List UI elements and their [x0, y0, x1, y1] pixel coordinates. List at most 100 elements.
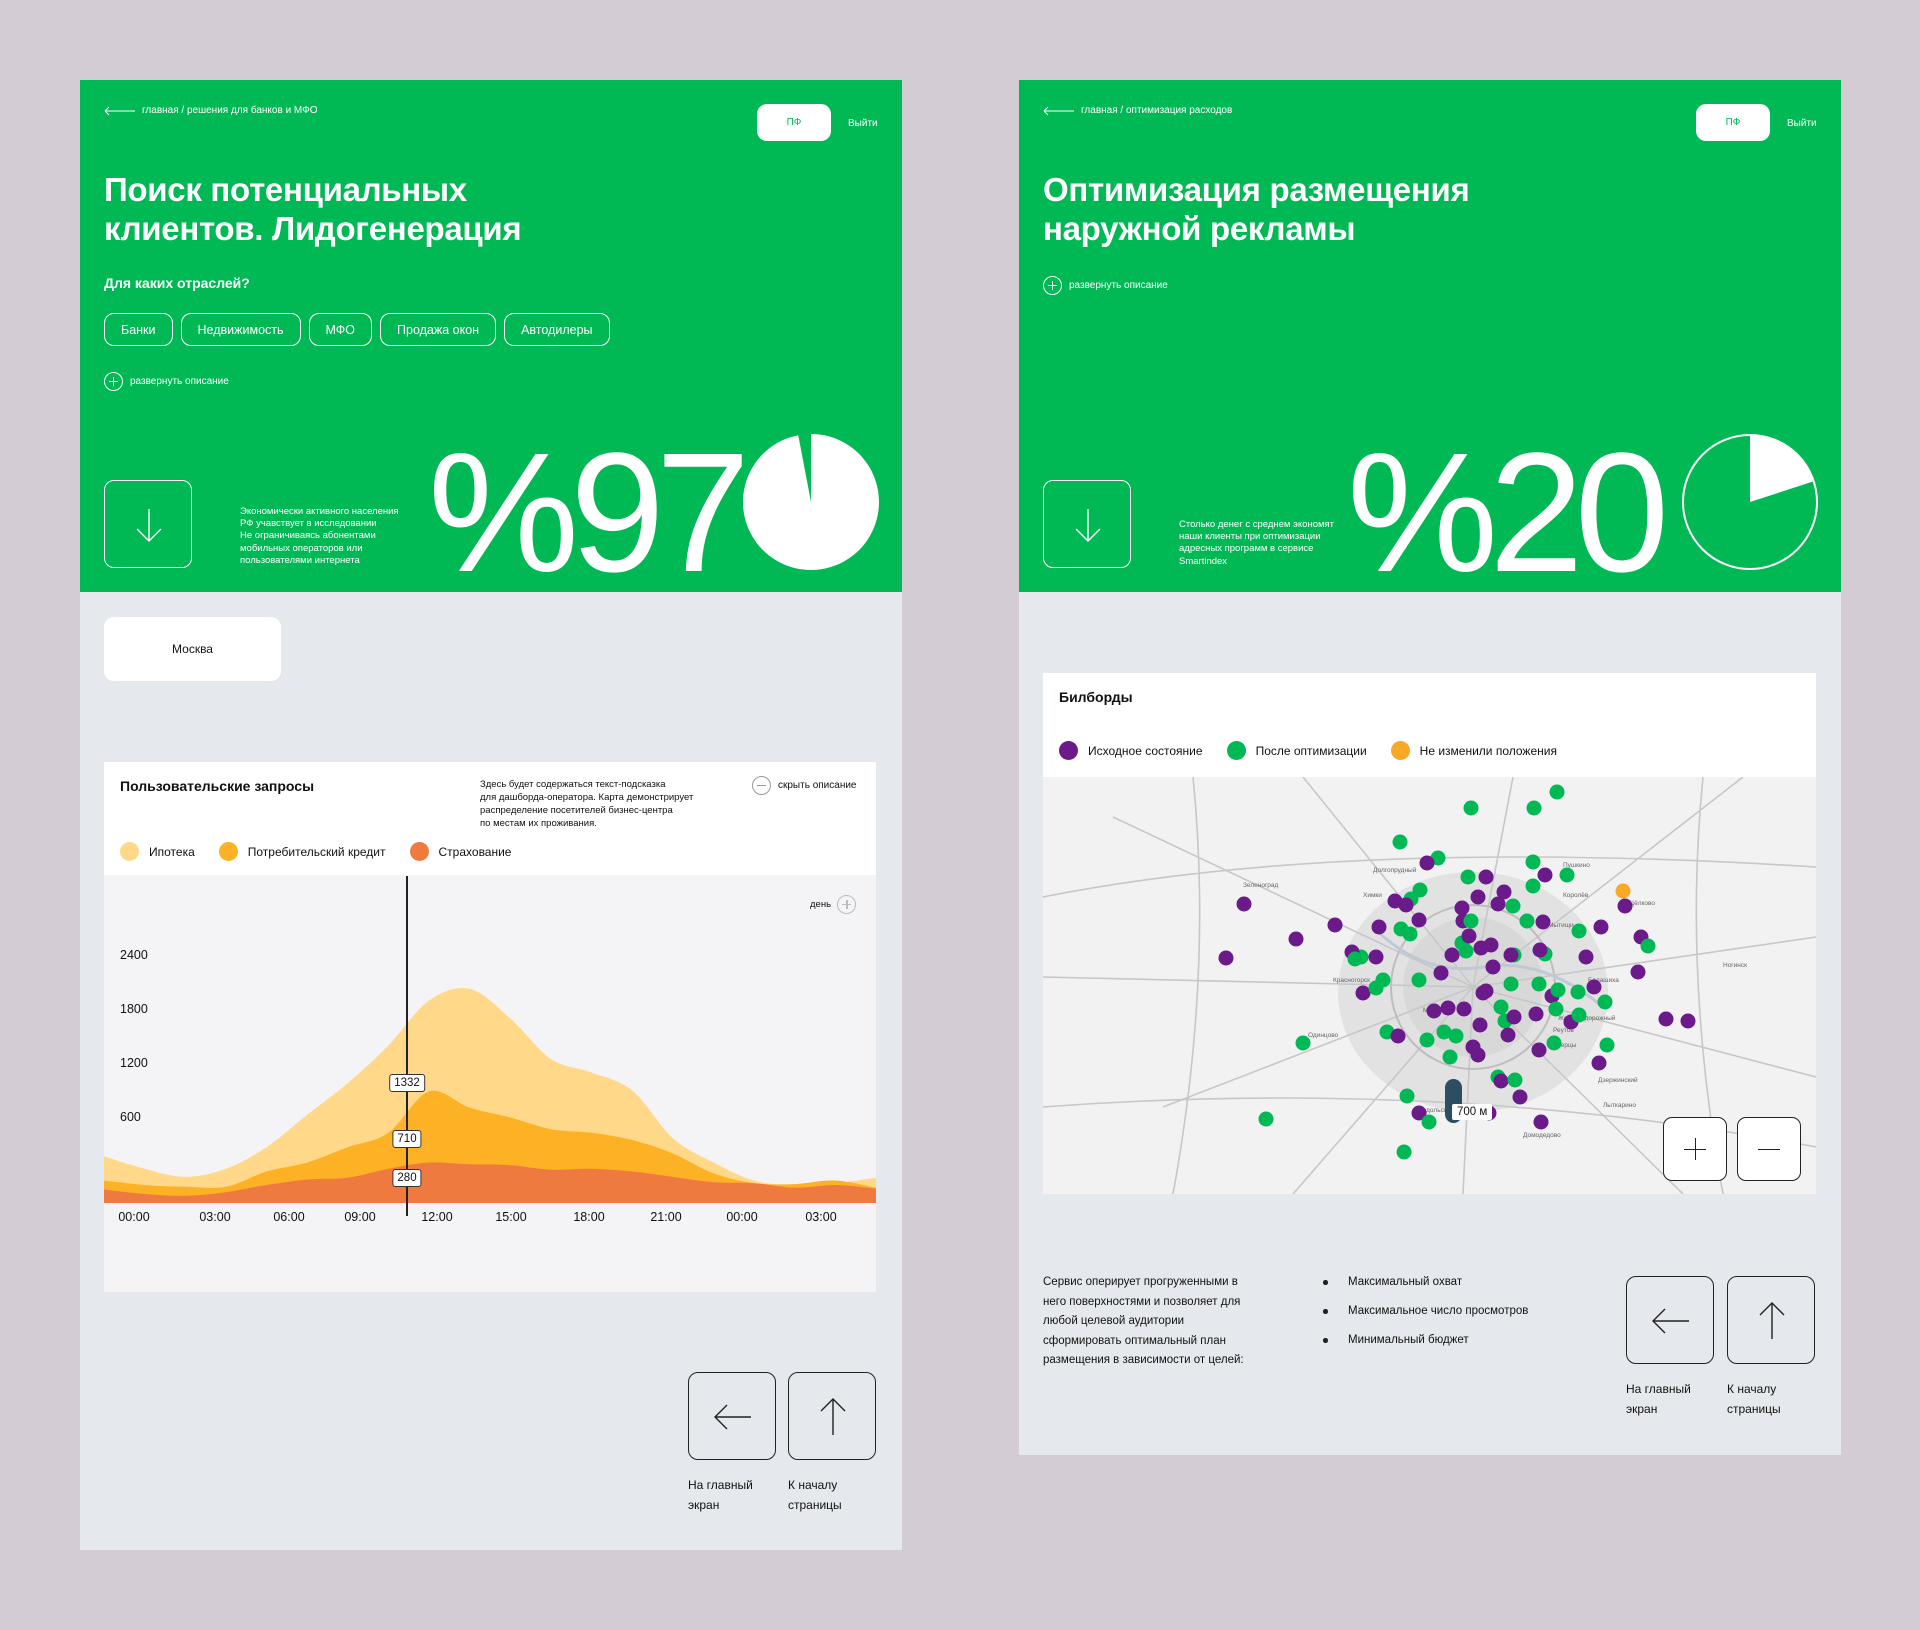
billboard-marker[interactable] [1525, 854, 1541, 870]
billboard-marker[interactable] [1396, 1144, 1412, 1160]
breadcrumb-text[interactable]: главная / оптимизация расходов [1081, 105, 1233, 116]
hide-description-button[interactable]: скрыть описание [752, 776, 857, 795]
billboard-marker[interactable] [1421, 1114, 1437, 1130]
billboard-marker[interactable] [1402, 926, 1418, 942]
billboard-marker[interactable] [1472, 1017, 1488, 1033]
billboard-marker[interactable] [1640, 938, 1656, 954]
legend-item[interactable]: Потребительский кредит [218, 842, 386, 861]
billboard-marker[interactable] [1411, 912, 1427, 928]
billboard-marker[interactable] [1392, 834, 1408, 850]
billboard-marker[interactable] [1483, 937, 1499, 953]
legend-item[interactable]: Исходное состояние [1059, 741, 1203, 760]
logout-link[interactable]: Выйти [1787, 118, 1817, 129]
billboard-marker[interactable] [1559, 867, 1575, 883]
billboard-marker[interactable] [1371, 919, 1387, 935]
billboard-marker[interactable] [1419, 855, 1435, 871]
billboard-marker[interactable] [1507, 1072, 1523, 1088]
billboard-marker[interactable] [1412, 882, 1428, 898]
billboard-marker[interactable] [1460, 869, 1476, 885]
billboard-marker[interactable] [1327, 917, 1343, 933]
tag-banks[interactable]: Банки [104, 313, 173, 346]
billboard-marker[interactable] [1288, 931, 1304, 947]
area-series-2[interactable] [104, 1090, 876, 1203]
billboard-marker[interactable] [1493, 1073, 1509, 1089]
billboard-marker[interactable] [1433, 965, 1449, 981]
billboard-marker[interactable] [1658, 1011, 1674, 1027]
billboard-marker[interactable] [1571, 923, 1587, 939]
billboard-marker[interactable] [1505, 898, 1521, 914]
billboard-marker[interactable] [1570, 984, 1586, 1000]
area-chart[interactable] [104, 762, 876, 1292]
billboard-marker[interactable] [1448, 1028, 1464, 1044]
billboard-marker[interactable] [1525, 878, 1541, 894]
billboard-marker[interactable] [1465, 1039, 1481, 1055]
billboard-marker[interactable] [1586, 979, 1602, 995]
billboards-map[interactable]: МоскваХимкиМытищиКоролёвБалашихаРеутовЛю… [1043, 777, 1816, 1194]
billboard-marker[interactable] [1355, 985, 1371, 1001]
billboard-marker[interactable] [1454, 900, 1470, 916]
tag-windows[interactable]: Продажа окон [380, 313, 497, 346]
billboard-marker[interactable] [1599, 1037, 1615, 1053]
home-button[interactable] [688, 1372, 776, 1460]
billboard-marker[interactable] [1506, 1009, 1522, 1025]
billboard-marker[interactable] [1461, 928, 1477, 944]
billboard-marker[interactable] [1546, 1035, 1562, 1051]
zoom-out-button[interactable] [1737, 1117, 1801, 1181]
billboard-marker[interactable] [1531, 1042, 1547, 1058]
scroll-down-button[interactable] [104, 480, 192, 568]
expand-description-button[interactable]: развернуть описание [1043, 276, 1168, 295]
billboard-marker[interactable] [1398, 897, 1414, 913]
billboard-marker[interactable] [1593, 919, 1609, 935]
pf-button[interactable]: ПФ [1696, 104, 1770, 141]
billboard-marker[interactable] [1680, 1013, 1696, 1029]
logout-link[interactable]: Выйти [848, 118, 878, 129]
legend-item[interactable]: Страхование [409, 842, 511, 861]
breadcrumb-text[interactable]: главная / решения для банков и МФО [142, 105, 318, 116]
billboard-marker[interactable] [1531, 976, 1547, 992]
map-canvas[interactable]: МоскваХимкиМытищиКоролёвБалашихаРеутовЛю… [1043, 777, 1816, 1194]
billboard-marker[interactable] [1548, 1001, 1564, 1017]
billboard-marker[interactable] [1503, 947, 1519, 963]
billboard-marker[interactable] [1617, 898, 1633, 914]
billboard-marker[interactable] [1591, 1055, 1607, 1071]
legend-item[interactable]: Не изменили положения [1390, 741, 1557, 760]
area-series-1[interactable] [104, 987, 876, 1203]
billboard-marker[interactable] [1597, 994, 1613, 1010]
billboard-marker[interactable] [1470, 889, 1486, 905]
billboard-marker[interactable] [1578, 949, 1594, 965]
city-selector[interactable]: Москва [104, 617, 281, 681]
billboard-marker[interactable] [1475, 985, 1491, 1001]
billboard-marker[interactable] [1456, 1001, 1472, 1017]
billboard-marker[interactable] [1463, 913, 1479, 929]
billboard-marker[interactable] [1426, 1003, 1442, 1019]
tag-mfo[interactable]: МФО [308, 313, 373, 346]
legend-item[interactable]: После оптимизации [1226, 741, 1367, 760]
billboard-marker[interactable] [1496, 884, 1512, 900]
billboard-marker[interactable] [1500, 1027, 1516, 1043]
billboard-marker[interactable] [1347, 951, 1363, 967]
billboard-marker[interactable] [1295, 1035, 1311, 1051]
billboard-marker[interactable] [1519, 913, 1535, 929]
breadcrumb[interactable]: главная / оптимизация расходов [1043, 105, 1232, 116]
tag-car-dealers[interactable]: Автодилеры [504, 313, 610, 346]
billboard-marker[interactable] [1615, 883, 1631, 899]
home-button[interactable] [1626, 1276, 1714, 1364]
billboard-marker[interactable] [1503, 976, 1519, 992]
period-selector[interactable]: день [810, 895, 857, 914]
billboard-marker[interactable] [1571, 1007, 1587, 1023]
billboard-marker[interactable] [1419, 1032, 1435, 1048]
billboard-marker[interactable] [1399, 1088, 1415, 1104]
billboard-marker[interactable] [1368, 949, 1384, 965]
billboard-marker[interactable] [1535, 914, 1551, 930]
expand-description-button[interactable]: развернуть описание [104, 372, 229, 391]
billboard-marker[interactable] [1411, 972, 1427, 988]
billboard-marker[interactable] [1411, 1105, 1427, 1121]
billboard-marker[interactable] [1440, 1000, 1456, 1016]
back-to-top-button[interactable] [788, 1372, 876, 1460]
pf-button[interactable]: ПФ [757, 104, 831, 141]
billboard-marker[interactable] [1258, 1111, 1274, 1127]
billboard-marker[interactable] [1537, 867, 1553, 883]
area-series-3[interactable] [104, 1162, 876, 1203]
billboard-marker[interactable] [1236, 896, 1252, 912]
billboard-marker[interactable] [1533, 1114, 1549, 1130]
